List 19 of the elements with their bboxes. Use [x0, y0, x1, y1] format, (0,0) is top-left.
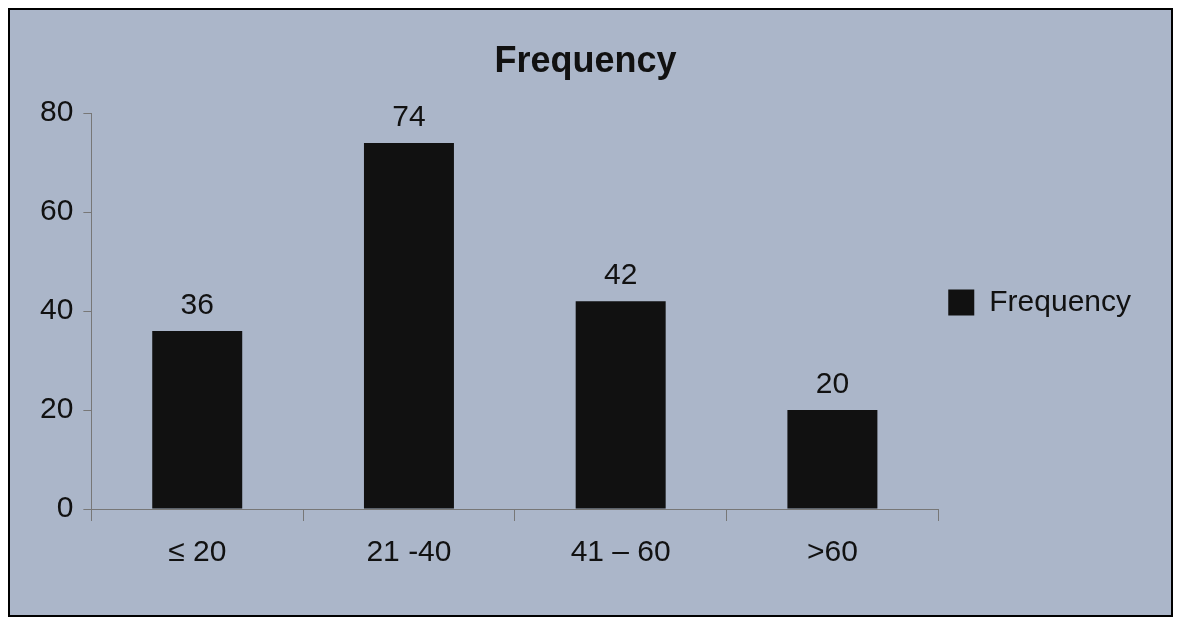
x-tick-label: 21 -40 [366, 534, 452, 568]
x-tick-label: ≤ 20 [168, 534, 227, 568]
x-tick-label: >60 [806, 534, 858, 568]
data-label: 74 [392, 99, 426, 133]
y-tick-label: 0 [56, 490, 74, 524]
x-tick-label: 41 – 60 [570, 534, 671, 568]
data-label: 20 [815, 366, 850, 400]
data-label: 36 [180, 287, 214, 321]
y-tick-label: 40 [39, 292, 74, 326]
legend-label: Frequency [989, 283, 1132, 317]
data-label: 42 [603, 257, 638, 291]
y-tick-label: 60 [39, 193, 74, 227]
chart-title: Frequency [494, 38, 677, 80]
bar [575, 301, 666, 509]
y-tick-label: 80 [39, 94, 74, 128]
bar [787, 410, 878, 509]
y-tick-label: 20 [39, 391, 74, 425]
bar [152, 330, 243, 509]
bar [363, 142, 454, 509]
